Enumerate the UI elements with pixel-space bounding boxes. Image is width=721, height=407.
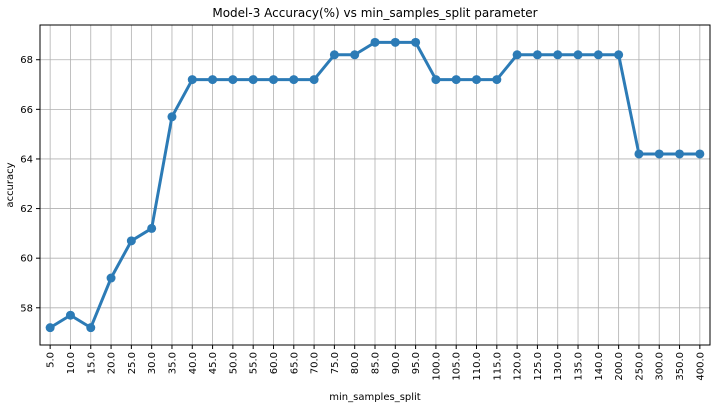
x-tick-label: 80.0 <box>350 352 361 374</box>
data-point <box>228 75 238 85</box>
data-point <box>147 223 157 233</box>
data-point <box>431 75 441 85</box>
x-tick-label: 45.0 <box>208 352 219 374</box>
data-point <box>208 75 218 85</box>
x-tick-label: 110.0 <box>472 352 483 381</box>
x-tick-label: 35.0 <box>167 352 178 374</box>
x-tick-label: 200.0 <box>614 352 625 381</box>
x-tick-label: 70.0 <box>310 352 321 374</box>
data-point <box>329 50 339 60</box>
data-point <box>309 75 319 85</box>
x-tick-label: 25.0 <box>127 352 138 374</box>
x-axis: 5.0 10.0 15.0 20.0 25.0 30.0 35.0 40.0 45.0 50.0 5… <box>46 345 706 381</box>
x-tick-label: 90.0 <box>391 352 402 374</box>
grid <box>40 25 710 345</box>
x-tick-label: 5.0 <box>46 352 57 368</box>
y-tick-label: 68 <box>20 55 33 66</box>
data-point <box>675 149 685 159</box>
x-tick-label: 115.0 <box>492 352 503 381</box>
data-point <box>187 75 197 85</box>
y-tick-label: 58 <box>20 303 33 314</box>
x-tick-label: 20.0 <box>107 352 118 374</box>
data-point <box>512 50 522 60</box>
data-point <box>472 75 482 85</box>
x-tick-label: 250.0 <box>634 352 645 381</box>
x-tick-label: 400.0 <box>695 352 706 381</box>
x-tick-label: 50.0 <box>228 352 239 374</box>
x-tick-label: 55.0 <box>249 352 260 374</box>
x-tick-label: 135.0 <box>574 352 585 381</box>
data-point <box>106 273 116 283</box>
y-tick-label: 62 <box>20 204 33 215</box>
x-tick-label: 40.0 <box>188 352 199 374</box>
x-tick-label: 120.0 <box>513 352 524 381</box>
x-tick-label: 350.0 <box>675 352 686 381</box>
series-layer <box>45 37 705 333</box>
x-tick-label: 140.0 <box>594 352 605 381</box>
data-point <box>65 310 75 320</box>
data-point <box>593 50 603 60</box>
y-tick-label: 60 <box>20 254 33 265</box>
data-point <box>370 37 380 47</box>
x-tick-label: 95.0 <box>411 352 422 374</box>
y-axis: 58 60 62 64 66 68 <box>20 55 40 314</box>
data-point <box>350 50 360 60</box>
x-tick-label: 75.0 <box>330 352 341 374</box>
x-tick-label: 85.0 <box>371 352 382 374</box>
x-tick-label: 130.0 <box>553 352 564 381</box>
data-point <box>268 75 278 85</box>
data-point <box>126 236 136 246</box>
data-point <box>390 37 400 47</box>
data-point <box>695 149 705 159</box>
data-point <box>451 75 461 85</box>
data-point <box>411 37 421 47</box>
chart-title: Model-3 Accuracy(%) vs min_samples_split… <box>212 6 537 20</box>
data-point <box>492 75 502 85</box>
data-point <box>614 50 624 60</box>
y-tick-label: 64 <box>20 154 33 165</box>
x-axis-label: min_samples_split <box>329 392 421 403</box>
data-point <box>654 149 664 159</box>
x-tick-label: 65.0 <box>289 352 300 374</box>
x-tick-label: 15.0 <box>86 352 97 374</box>
x-tick-label: 105.0 <box>452 352 463 381</box>
data-point <box>248 75 258 85</box>
data-point <box>532 50 542 60</box>
x-tick-label: 300.0 <box>655 352 666 381</box>
x-tick-label: 10.0 <box>66 352 77 374</box>
x-tick-label: 100.0 <box>431 352 442 381</box>
data-point <box>86 323 96 333</box>
data-point <box>289 75 299 85</box>
x-tick-label: 30.0 <box>147 352 158 374</box>
data-point <box>45 323 55 333</box>
x-tick-label: 60.0 <box>269 352 280 374</box>
x-tick-label: 125.0 <box>533 352 544 381</box>
data-point <box>167 112 177 122</box>
y-tick-label: 66 <box>20 105 33 116</box>
data-point <box>573 50 583 60</box>
data-point <box>553 50 563 60</box>
y-axis-label: accuracy <box>5 162 16 207</box>
data-point <box>634 149 644 159</box>
